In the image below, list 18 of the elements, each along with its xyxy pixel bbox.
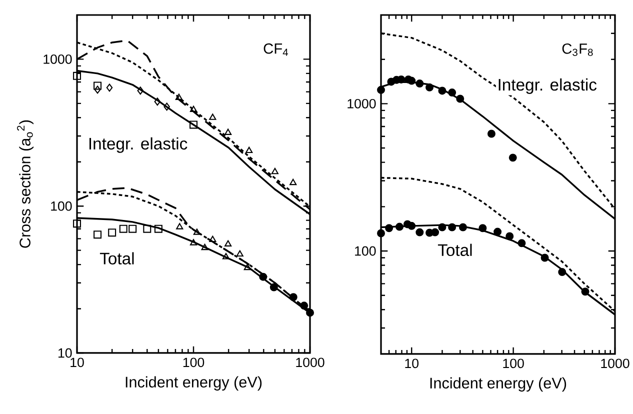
y-tick-label: 100 xyxy=(51,201,72,211)
x-tick-label: 10 xyxy=(70,358,84,368)
y-axis-title: Cross section (a$_{o}$$^{2}$) xyxy=(17,120,34,248)
annotation: Integr. elastic xyxy=(89,137,188,153)
x-tick-label: 1000 xyxy=(601,358,630,368)
x-axis-title: Incident energy (eV) xyxy=(126,376,262,391)
text: C$_{3}$F$_{8}$ xyxy=(562,43,593,56)
x-tick-label: 10 xyxy=(405,358,419,368)
annotation: Integr. elastic xyxy=(498,78,597,94)
text: CF$_{4}$ xyxy=(264,43,288,56)
x-tick-label: 100 xyxy=(503,358,524,368)
x-tick-label: 1000 xyxy=(296,358,324,368)
annotation: Total xyxy=(438,244,472,256)
annotation: Total xyxy=(100,252,134,264)
y-tick-label: 1000 xyxy=(44,54,72,64)
y-tick-label: 10 xyxy=(58,348,72,358)
x-tick-label: 100 xyxy=(183,358,204,368)
x-axis-title: Incident energy (eV) xyxy=(430,377,566,392)
